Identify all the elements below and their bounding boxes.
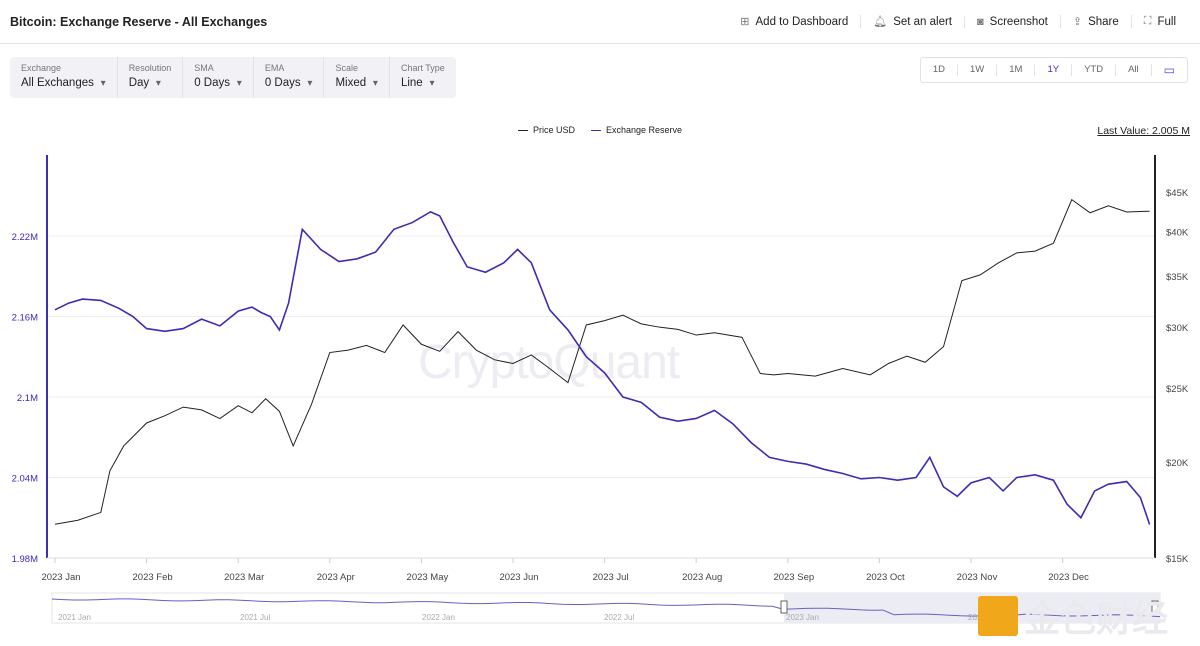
x-tick-label: 2023 Sep	[773, 572, 814, 583]
header-bar: Bitcoin: Exchange Reserve - All Exchange…	[0, 0, 1200, 44]
navigator-line	[51, 598, 1161, 618]
filter-label: SMA	[194, 63, 214, 73]
navigator-label: 2021 Jul	[240, 613, 270, 622]
navigator-label: 2023 Jan	[786, 613, 819, 622]
x-tick-label: 2023 Feb	[133, 572, 173, 583]
range-1d[interactable]: 1D	[932, 64, 946, 75]
legend-label: Exchange Reserve	[606, 125, 683, 135]
filter-label: Exchange	[21, 63, 62, 73]
action-label: Add to Dashboard	[755, 15, 849, 28]
range-ytd[interactable]: YTD	[1071, 64, 1115, 76]
legend-price[interactable]: Price USD	[518, 125, 575, 135]
x-tick-label: 2023 May	[407, 572, 449, 583]
exchange-select[interactable]: Exchange All Exchanges	[10, 57, 117, 98]
action-label: Set an alert	[893, 15, 953, 28]
price-line	[54, 198, 1150, 525]
x-tick-label: 2023 Apr	[317, 572, 355, 583]
x-tick-label: 2023 Jun	[499, 572, 538, 583]
calendar-icon[interactable]: ▭	[1150, 64, 1187, 76]
scale-select[interactable]: Scale Mixed	[323, 57, 389, 98]
bell-icon: 🔔︎	[873, 16, 888, 28]
legend-swatch	[518, 129, 528, 132]
navigator-label: 2021 Jan	[58, 613, 91, 622]
chart-filters: Exchange All Exchanges Resolution Day SMA 0…	[10, 57, 456, 98]
ema-select[interactable]: EMA 0 Days	[252, 57, 324, 98]
filter-label: EMA	[264, 63, 285, 73]
range-1y[interactable]: 1Y	[1034, 64, 1071, 76]
x-tick-label: 2023 Jan	[41, 572, 80, 583]
y-right-tick-label: $15K	[1166, 554, 1189, 565]
navigator-selection	[784, 593, 1160, 623]
filter-value: Mixed	[335, 77, 378, 89]
x-tick-label: 2023 Oct	[866, 572, 905, 583]
y-right-tick-label: $25K	[1166, 384, 1189, 395]
filter-label: Resolution	[128, 63, 172, 73]
set-alert-button[interactable]: 🔔︎ Set an alert	[860, 15, 964, 28]
legend-reserve[interactable]: Exchange Reserve	[591, 125, 682, 135]
resolution-select[interactable]: Resolution Day	[116, 57, 183, 98]
navigator-label: 2022 Jul	[604, 613, 634, 622]
navigator-handle[interactable]	[1151, 600, 1159, 614]
y-right-tick-label: $35K	[1166, 272, 1189, 283]
action-label: Share	[1088, 15, 1119, 28]
filter-value: 0 Days	[265, 77, 313, 89]
fullscreen-button[interactable]: ⛶ Full	[1130, 15, 1188, 28]
page-title: Bitcoin: Exchange Reserve - All Exchange…	[10, 14, 268, 29]
range-1w[interactable]: 1W	[957, 64, 996, 76]
screenshot-button[interactable]: ◙ Screenshot	[964, 15, 1060, 28]
add-to-dashboard-button[interactable]: ⊞ Add to Dashboard	[728, 15, 860, 29]
filter-value: 0 Days	[194, 77, 242, 89]
navigator-label: 2022 Jan	[422, 613, 455, 622]
y-left-tick-label: 2.16M	[12, 313, 38, 324]
action-label: Screenshot	[989, 15, 1048, 28]
range-selector: 1D 1W 1M 1Y YTD All ▭	[919, 57, 1188, 83]
y-right-tick-label: $45K	[1166, 188, 1189, 199]
filter-value: All Exchanges	[21, 77, 106, 89]
sma-select[interactable]: SMA 0 Days	[182, 57, 253, 98]
range-all[interactable]: All	[1115, 64, 1151, 76]
y-left-tick-label: 2.04M	[12, 474, 38, 485]
fullscreen-icon: ⛶	[1143, 15, 1152, 27]
chart-type-select[interactable]: Chart Type Line	[388, 57, 456, 98]
filter-label: Scale	[335, 63, 358, 73]
y-right-tick-label: $40K	[1166, 227, 1189, 238]
dashboard-add-icon: ⊞	[740, 16, 750, 28]
x-tick-label: 2023 Mar	[224, 572, 264, 583]
camera-icon: ◙	[977, 15, 984, 28]
logo-text: 金色财经	[1024, 598, 1169, 639]
y-left-tick-label: 2.1M	[17, 393, 38, 404]
y-left-tick-label: 1.98M	[12, 554, 38, 565]
filter-label: Chart Type	[400, 63, 445, 73]
logo-mark	[978, 596, 1018, 636]
action-label: Full	[1157, 15, 1176, 28]
legend-swatch	[591, 129, 602, 132]
x-tick-label: 2023 Aug	[682, 572, 722, 583]
share-button[interactable]: ⇪ Share	[1059, 15, 1131, 28]
y-right-tick-label: $20K	[1166, 458, 1189, 469]
x-tick-label: 2023 Jul	[593, 572, 629, 583]
legend-label: Price USD	[533, 125, 576, 135]
y-left-tick-label: 2.22M	[12, 232, 38, 243]
reserve-line	[54, 210, 1151, 525]
jinse-logo: 金色财经	[978, 590, 1168, 642]
navigator-handle[interactable]	[780, 600, 788, 614]
x-tick-label: 2023 Dec	[1048, 572, 1089, 583]
filter-value: Line	[401, 77, 445, 89]
x-tick-label: 2023 Nov	[957, 572, 998, 583]
watermark: CryptoQuant	[418, 336, 680, 389]
range-1m[interactable]: 1M	[996, 64, 1034, 76]
chart-legend: Price USD Exchange Reserve	[518, 125, 682, 135]
share-icon: ⇪	[1072, 16, 1083, 28]
filter-value: Day	[129, 77, 172, 89]
last-value: Last Value: 2.005 M	[1097, 125, 1190, 137]
y-right-tick-label: $30K	[1166, 323, 1189, 334]
